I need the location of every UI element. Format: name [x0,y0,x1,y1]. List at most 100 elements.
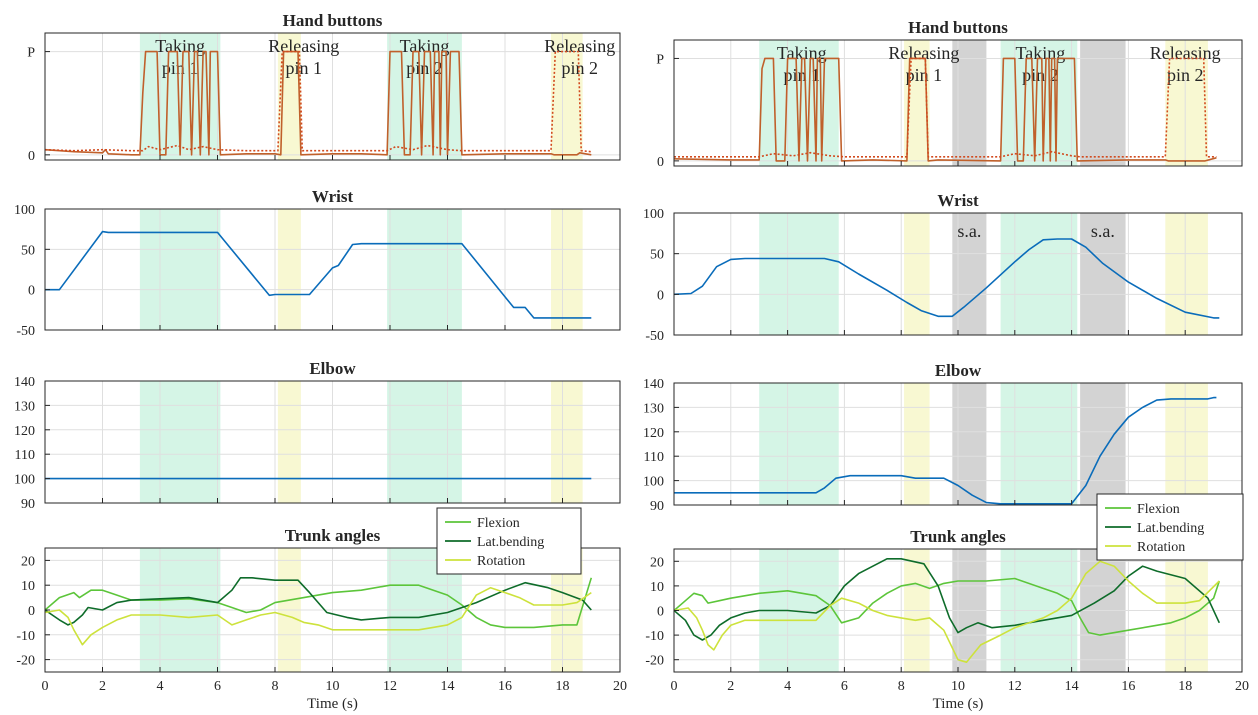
x-tick-label: 20 [613,679,627,694]
panel-elbow: 90 100 110 120 130 140 Elbow [14,359,621,512]
x-tick-label: 10 [951,679,965,694]
yellow-phase-band [1165,40,1208,166]
y-tick-label: -10 [645,629,664,644]
x-tick-label: 18 [1178,679,1192,694]
x-tick-label: 20 [1235,679,1249,694]
y-tick-label: 90 [21,497,35,512]
sa-label: s.a. [957,221,981,241]
phase-label-line2: pin 1 [906,65,943,85]
y-tick-label: 20 [650,555,664,570]
phase-label-line2: pin 2 [1022,65,1059,85]
y-tick-label: P [27,46,35,61]
lat-bending-series-line [674,558,1221,641]
phase-label-line2: pin 1 [285,58,322,78]
solid-series-line [674,238,1220,319]
yellow-phase-band [277,209,301,330]
green-phase-band [387,381,462,503]
lat-bending-series-line [45,577,592,626]
panel-elbow: 90 100 110 120 130 140 Elbow [643,361,1243,514]
phase-label-line1: Releasing [1150,43,1221,63]
green-phase-band [759,383,839,505]
green-phase-band [139,209,221,330]
solid-series-line [674,396,1217,505]
legend: Flexion Lat.bending Rotation [436,507,582,575]
y-tick-label: 100 [14,473,35,488]
legend-entry: Rotation [477,554,525,569]
y-tick-label: -10 [16,629,35,644]
y-tick-label: 110 [644,450,664,465]
x-axis-label: Time (s) [933,696,984,712]
x-tick-label: 6 [841,679,848,694]
flexion-series-line [674,577,1221,636]
x-tick-label: 6 [214,679,221,694]
yellow-phase-band [551,381,583,503]
panel-title: Trunk angles [910,527,1006,546]
x-tick-label: 14 [1065,679,1079,694]
green-phase-band [1000,383,1078,505]
y-tick-label: 50 [21,243,35,258]
green-phase-band [139,381,221,503]
panel-title: Wrist [937,191,979,210]
legend-entry: Flexion [1137,502,1180,517]
x-tick-label: 18 [556,679,570,694]
yellow-phase-band [1165,213,1208,335]
y-tick-label: 0 [28,284,35,299]
y-tick-label: 50 [650,248,664,263]
y-tick-label: 140 [14,375,35,390]
y-tick-label: 100 [643,475,664,490]
rotation-series-line [45,586,592,646]
y-tick-label: 0 [28,604,35,619]
y-tick-label: 10 [21,579,35,594]
x-tick-label: 4 [157,679,164,694]
panel-trunk-angles: -20 -10 0 10 20 0 2 4 6 8 10 12 14 16 18 20 Trunk angles… [16,507,627,712]
x-tick-label: 16 [498,679,512,694]
legend-entry: Flexion [477,516,520,531]
gray-phase-band [952,383,987,505]
x-tick-label: 2 [727,679,734,694]
x-tick-label: 16 [1121,679,1135,694]
phase-label-line1: Releasing [268,36,339,56]
panel-title: Hand buttons [908,18,1008,37]
y-tick-label: 0 [657,288,664,303]
rotation-series-line [674,560,1220,663]
y-tick-label: 20 [21,554,35,569]
y-tick-label: 120 [643,426,664,441]
y-tick-label: P [656,52,664,67]
y-tick-label: 140 [643,377,664,392]
y-tick-label: -20 [16,654,35,669]
y-tick-label: 10 [650,580,664,595]
green-phase-band [387,209,462,330]
y-tick-label: 120 [14,424,35,439]
x-tick-label: 8 [898,679,905,694]
panel-title: Wrist [312,187,354,206]
y-tick-label: -50 [645,329,664,344]
y-tick-label: -20 [645,654,664,669]
x-axis-label: Time (s) [307,696,358,712]
y-tick-label: 90 [650,499,664,514]
panel-wrist: -50 0 50 100 Wrist [14,187,621,339]
x-tick-label: 8 [272,679,279,694]
yellow-phase-band [277,381,301,503]
yellow-phase-band [551,33,583,160]
y-tick-label: 100 [14,203,35,218]
phase-label-line1: Taking [155,36,205,56]
solid-series-line [674,57,1217,162]
phase-label-line1: Releasing [888,43,959,63]
green-phase-band [1000,213,1078,335]
panel-title: Trunk angles [285,526,381,545]
legend-entry: Lat.bending [1137,521,1204,536]
x-tick-label: 2 [99,679,106,694]
x-tick-label: 0 [671,679,678,694]
y-tick-label: 0 [28,149,35,164]
y-tick-label: 110 [15,448,35,463]
x-tick-label: 14 [441,679,455,694]
green-phase-band [759,213,839,335]
yellow-phase-band [1165,383,1208,505]
panel-title: Hand buttons [283,11,383,30]
y-tick-label: 130 [14,399,35,414]
x-tick-label: 10 [326,679,340,694]
gray-phase-band [1080,383,1126,505]
